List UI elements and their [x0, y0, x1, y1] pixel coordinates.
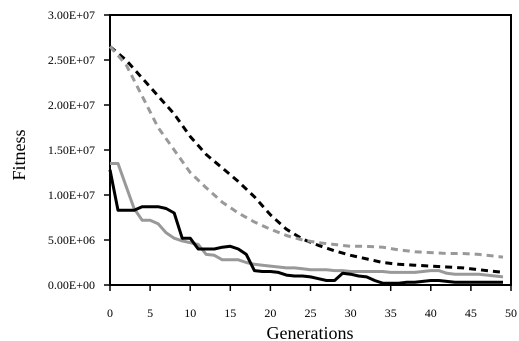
series-line-3 [110, 162, 504, 279]
x-tick-label: 15 [224, 306, 236, 320]
y-tick-label: 0.00E+00 [48, 278, 95, 292]
series-line-2 [108, 45, 504, 259]
x-tick-label: 0 [107, 306, 113, 320]
x-axis-ticks: 0 5 10 15 20 25 30 35 40 45 50 [107, 285, 517, 320]
x-tick-label: 40 [425, 306, 437, 320]
y-tick-label: 3.00E+07 [48, 8, 95, 22]
y-tick-label: 1.50E+07 [48, 143, 95, 157]
y-tick-label: 2.00E+07 [48, 98, 95, 112]
y-tick-label: 2.50E+07 [48, 53, 95, 67]
x-tick-label: 10 [184, 306, 196, 320]
series-layer [108, 45, 504, 285]
y-tick-label: 1.00E+07 [48, 188, 95, 202]
x-tick-label: 35 [385, 306, 397, 320]
x-tick-label: 30 [345, 306, 357, 320]
x-tick-label: 5 [147, 306, 153, 320]
x-tick-label: 20 [264, 306, 276, 320]
y-axis-ticks: 0.00E+00 5.00E+06 1.00E+07 1.50E+07 2.00E+07… [48, 8, 110, 292]
x-tick-label: 25 [305, 306, 317, 320]
y-axis-title: Fitness [9, 129, 29, 180]
series-line-4 [108, 169, 503, 285]
x-tick-label: 50 [505, 306, 517, 320]
plot-area-frame [109, 14, 512, 286]
y-tick-label: 5.00E+06 [48, 233, 95, 247]
x-tick-label: 45 [465, 306, 477, 320]
x-axis-title: Generations [267, 323, 354, 341]
